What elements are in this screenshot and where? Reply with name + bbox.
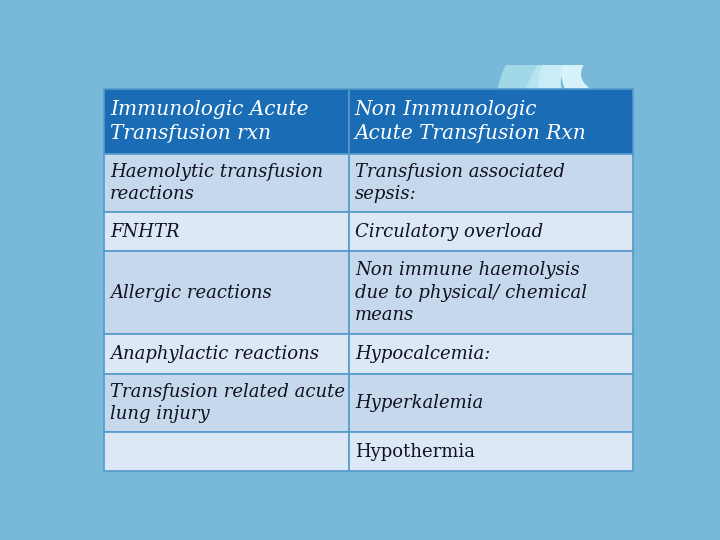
Bar: [104, 153, 348, 212]
Bar: [104, 374, 348, 431]
Bar: [104, 212, 348, 252]
Bar: [348, 212, 632, 252]
Text: Anaphylactic reactions: Anaphylactic reactions: [110, 345, 319, 363]
Text: Hypothermia: Hypothermia: [355, 442, 475, 461]
Bar: [348, 374, 632, 431]
Text: Hyperkalemia: Hyperkalemia: [355, 394, 483, 411]
Bar: [348, 334, 632, 374]
Text: Transfusion related acute
lung injury: Transfusion related acute lung injury: [110, 382, 345, 423]
Bar: [104, 334, 348, 374]
Text: Transfusion associated
sepsis:: Transfusion associated sepsis:: [355, 163, 564, 202]
Bar: [348, 153, 632, 212]
Text: Immunologic Acute
Transfusion rxn: Immunologic Acute Transfusion rxn: [110, 100, 309, 143]
Text: Allergic reactions: Allergic reactions: [110, 284, 272, 302]
Text: Non Immunologic
Acute Transfusion Rxn: Non Immunologic Acute Transfusion Rxn: [355, 100, 587, 143]
Bar: [104, 252, 348, 334]
Bar: [348, 90, 632, 153]
Text: Hypocalcemia:: Hypocalcemia:: [355, 345, 490, 363]
Text: Circulatory overload: Circulatory overload: [355, 222, 543, 240]
Text: Non immune haemolysis
due to physical/ chemical
means: Non immune haemolysis due to physical/ c…: [355, 261, 587, 324]
Text: Haemolytic transfusion
reactions: Haemolytic transfusion reactions: [110, 163, 323, 202]
Bar: [104, 431, 348, 471]
Bar: [348, 252, 632, 334]
Text: FNHTR: FNHTR: [110, 222, 180, 240]
Bar: [104, 90, 348, 153]
Bar: [348, 431, 632, 471]
